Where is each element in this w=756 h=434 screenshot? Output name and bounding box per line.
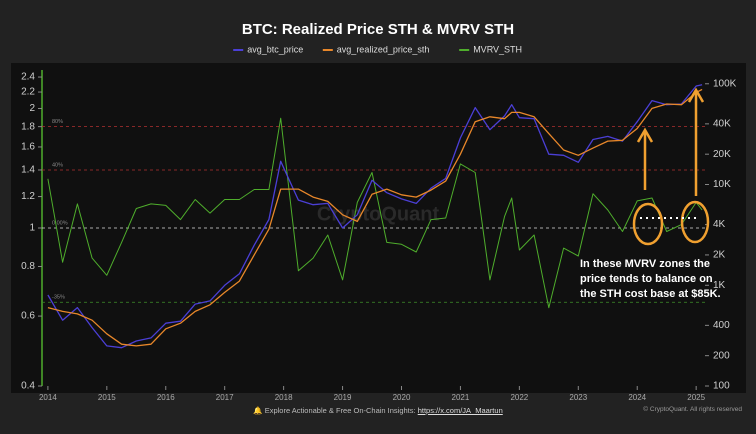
x-tick-label: 2021: [452, 393, 470, 402]
reference-label: 0.00%: [52, 220, 68, 226]
x-tick-label: 2014: [39, 393, 57, 402]
reference-label: -35%: [52, 295, 65, 301]
y2-tick-label: 4K: [713, 219, 726, 230]
reference-label: 80%: [52, 119, 63, 125]
x-tick-label: 2019: [334, 393, 352, 402]
y-tick-label: 2: [29, 103, 35, 114]
series-line: [47, 88, 703, 347]
y-tick-label: 1.6: [21, 142, 35, 153]
y-tick-label: 2.4: [21, 72, 35, 83]
copyright: © CryptoQuant. All rights reserved: [643, 406, 742, 413]
reference-label: 40%: [52, 162, 63, 168]
x-tick-label: 2017: [216, 393, 234, 402]
x-tick-label: 2024: [628, 393, 646, 402]
y2-tick-label: 200: [713, 350, 730, 361]
x-tick-label: 2015: [98, 393, 116, 402]
x-tick-label: 2025: [687, 393, 705, 402]
y-tick-label: 1.8: [21, 121, 35, 132]
y-tick-label: 0.8: [21, 261, 35, 272]
y-tick-label: 2.2: [21, 87, 35, 98]
y-tick-label: 0.4: [21, 381, 35, 392]
x-tick-label: 2018: [275, 393, 293, 402]
chart-title: BTC: Realized Price STH & MVRV STH: [242, 21, 514, 38]
y2-tick-label: 100K: [713, 78, 737, 89]
highlight-circle: [632, 202, 664, 246]
x-tick-label: 2022: [510, 393, 528, 402]
y2-tick-label: 1K: [713, 280, 726, 291]
highlight-circle: [680, 200, 710, 244]
legend-label: avg_btc_price: [247, 44, 303, 54]
arrow-head: [636, 127, 654, 143]
marks: 0.4 0.6 0.8 1 1.2 1.4 1.6 1.8 2 2.2 2.4 100 200 400 1K…: [21, 70, 737, 402]
arrow-head: [687, 87, 705, 103]
y-tick-label: 1.4: [21, 165, 35, 176]
y2-tick-label: 400: [713, 320, 730, 331]
footer-link[interactable]: https://x.com/JA_Maartun: [417, 406, 503, 415]
legend-label: MVRV_STH: [473, 44, 522, 54]
footer-text: Explore Actionable & Free On-Chain Insig…: [264, 406, 416, 415]
annotation: In these MVRV zones the price tends to b…: [580, 258, 721, 300]
footer: 🔔 Explore Actionable & Free On-Chain Ins…: [253, 406, 503, 415]
x-tick-label: 2016: [157, 393, 175, 402]
x-tick-label: 2023: [569, 393, 587, 402]
y2-tick-label: 10K: [713, 179, 731, 190]
y2-tick-label: 20K: [713, 149, 731, 160]
series-line: [47, 84, 703, 349]
legend-label: avg_realized_price_sth: [337, 44, 430, 54]
legend: avg_btc_price avg_realized_price_sth MVRV_…: [233, 44, 522, 54]
y2-tick-label: 100: [713, 381, 730, 392]
series-line: [47, 117, 703, 309]
watermark: CryptoQuant: [317, 203, 440, 225]
x-tick-label: 2020: [393, 393, 411, 402]
annotation-shapes: [632, 87, 710, 246]
y2-tick-label: 2K: [713, 250, 726, 261]
y-tick-label: 0.6: [21, 311, 35, 322]
y2-tick-label: 40K: [713, 119, 731, 130]
y-tick-label: 1: [29, 223, 35, 234]
y-tick-label: 1.2: [21, 191, 35, 202]
